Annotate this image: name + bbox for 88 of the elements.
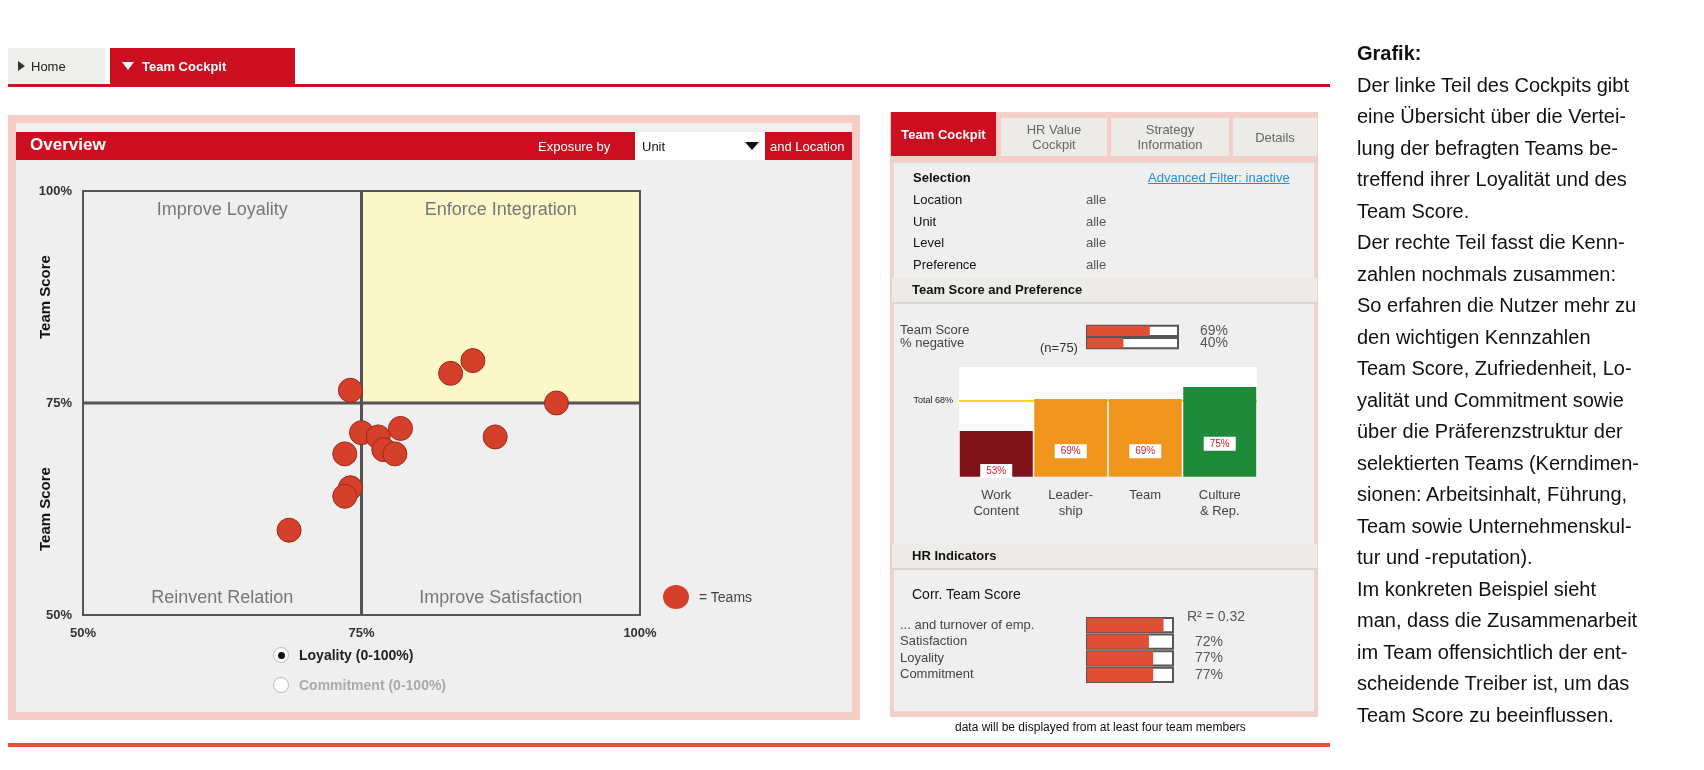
text: R² = 0.32 bbox=[1187, 608, 1245, 624]
text: Corr. Team Score bbox=[912, 586, 1021, 602]
text: scheidende Treiber ist, um das bbox=[1357, 671, 1631, 696]
text: So erfahren die Nutzer mehr zu bbox=[1357, 293, 1638, 318]
text: alle bbox=[1086, 235, 1107, 250]
text: zahlen nochmals zusammen: bbox=[1357, 261, 1617, 287]
y-tick-label: ... and turnover of emp. bbox=[900, 616, 1035, 632]
text: Preference bbox=[913, 256, 977, 272]
text: Der linke Teil des Cockpits gibt bbox=[1357, 72, 1630, 98]
point bbox=[387, 415, 413, 441]
y-tick-label: Loyality bbox=[900, 649, 945, 665]
data-label: 69% bbox=[1200, 321, 1229, 338]
point bbox=[382, 441, 408, 467]
text: Team Score, Zufriedenheit, Lo- bbox=[1357, 356, 1633, 381]
text: Team sowie Unternehmenskul- bbox=[1357, 513, 1633, 539]
text: alle bbox=[1086, 256, 1107, 272]
point bbox=[438, 360, 464, 386]
point bbox=[337, 377, 363, 403]
text: Commitment (0-100%) bbox=[299, 677, 447, 693]
data-label: 53% bbox=[986, 464, 1007, 476]
text: HR Indicators bbox=[912, 548, 997, 563]
data-label: 75% bbox=[1209, 437, 1230, 449]
text: Im konkreten Beispiel sieht bbox=[1357, 576, 1597, 602]
text: den wichtigen Kennzahlen bbox=[1357, 324, 1592, 350]
x-tick-label: Work Content bbox=[973, 487, 1020, 518]
text: Selection bbox=[913, 170, 971, 185]
text: alle bbox=[1086, 213, 1107, 229]
text: yalität und Commitment sowie bbox=[1357, 387, 1625, 413]
text: Location bbox=[913, 192, 963, 207]
text: Unit bbox=[642, 139, 666, 154]
text: Unit bbox=[913, 213, 937, 229]
data-label: 72% bbox=[1195, 632, 1224, 649]
text: im Team offensichtlich der ent- bbox=[1357, 639, 1629, 665]
y-tick-label: 75% bbox=[45, 394, 73, 410]
annotation: Reinvent Relation bbox=[151, 586, 294, 607]
x-tick-label: 75% bbox=[348, 625, 375, 641]
annotation: Improve Satisfaction bbox=[419, 586, 583, 607]
text: lung der befragten Teams be- bbox=[1357, 135, 1619, 161]
data-label: 77% bbox=[1195, 649, 1224, 666]
text: Team Cockpit bbox=[891, 112, 996, 156]
text: Strategy Information bbox=[1111, 118, 1229, 156]
data-label: 69% bbox=[1135, 445, 1156, 457]
y-tick-label: Satisfaction bbox=[900, 633, 968, 649]
point bbox=[332, 441, 358, 467]
text: data will be displayed from at least four team members bbox=[955, 720, 1246, 734]
x-tick-label: 50% bbox=[69, 625, 97, 641]
annotation: Enforce Integration bbox=[424, 198, 577, 219]
text: man, dass die Zusammenarbeit bbox=[1357, 608, 1639, 633]
text: Loyality (0-100%) bbox=[299, 647, 414, 663]
text: Team Score. bbox=[1357, 198, 1471, 224]
text: (n=75) bbox=[1040, 340, 1078, 355]
text: alle bbox=[1086, 192, 1107, 207]
legend-label: = Teams bbox=[699, 589, 753, 605]
text: sionen: Arbeitsinhalt, Führung, bbox=[1357, 482, 1629, 507]
text: HR Value Cockpit bbox=[1001, 118, 1107, 156]
y-tick-label: 50% bbox=[45, 606, 73, 622]
data-label: 69% bbox=[1060, 445, 1081, 457]
text: Home bbox=[31, 58, 66, 74]
text: treffend ihrer Loyalität und des bbox=[1357, 167, 1628, 192]
y-tick-label: Commitment bbox=[900, 666, 975, 682]
text: Exposure by bbox=[538, 139, 611, 154]
text: Team Score zu beeinflussen. bbox=[1357, 702, 1615, 728]
point bbox=[332, 483, 358, 509]
data-label: 77% bbox=[1195, 665, 1224, 682]
text: Der rechte Teil fasst die Kenn- bbox=[1357, 230, 1626, 255]
chart-title: Team Score and Preference bbox=[912, 282, 1083, 297]
y-tick-label: 100% bbox=[38, 182, 73, 198]
x-tick-label: Leader- ship bbox=[1048, 487, 1094, 518]
text: Team Cockpit bbox=[142, 58, 227, 74]
text: Level bbox=[913, 235, 945, 250]
text: Details bbox=[1233, 118, 1317, 156]
point bbox=[543, 390, 569, 416]
text: über die Präferenzstruktur der bbox=[1357, 419, 1624, 444]
point bbox=[482, 424, 508, 450]
text: eine Übersicht über die Vertei- bbox=[1357, 104, 1628, 129]
x-tick-label: 100% bbox=[623, 625, 658, 641]
text: selektierten Teams (Kerndimen- bbox=[1357, 450, 1639, 476]
text: Advanced Filter: inactive bbox=[1148, 170, 1290, 185]
x-tick-label: Culture & Rep. bbox=[1198, 487, 1241, 518]
annotation: Improve Loyality bbox=[156, 198, 288, 219]
ref-line-label: Total 68% bbox=[913, 395, 953, 406]
x-tick-label: Team bbox=[1129, 487, 1162, 503]
text: tur und -reputation). bbox=[1357, 545, 1534, 570]
point bbox=[460, 348, 486, 374]
chart-title: Overview bbox=[30, 135, 106, 155]
point bbox=[276, 517, 302, 543]
text: Grafik: bbox=[1357, 41, 1423, 66]
text: and Location bbox=[770, 139, 845, 154]
